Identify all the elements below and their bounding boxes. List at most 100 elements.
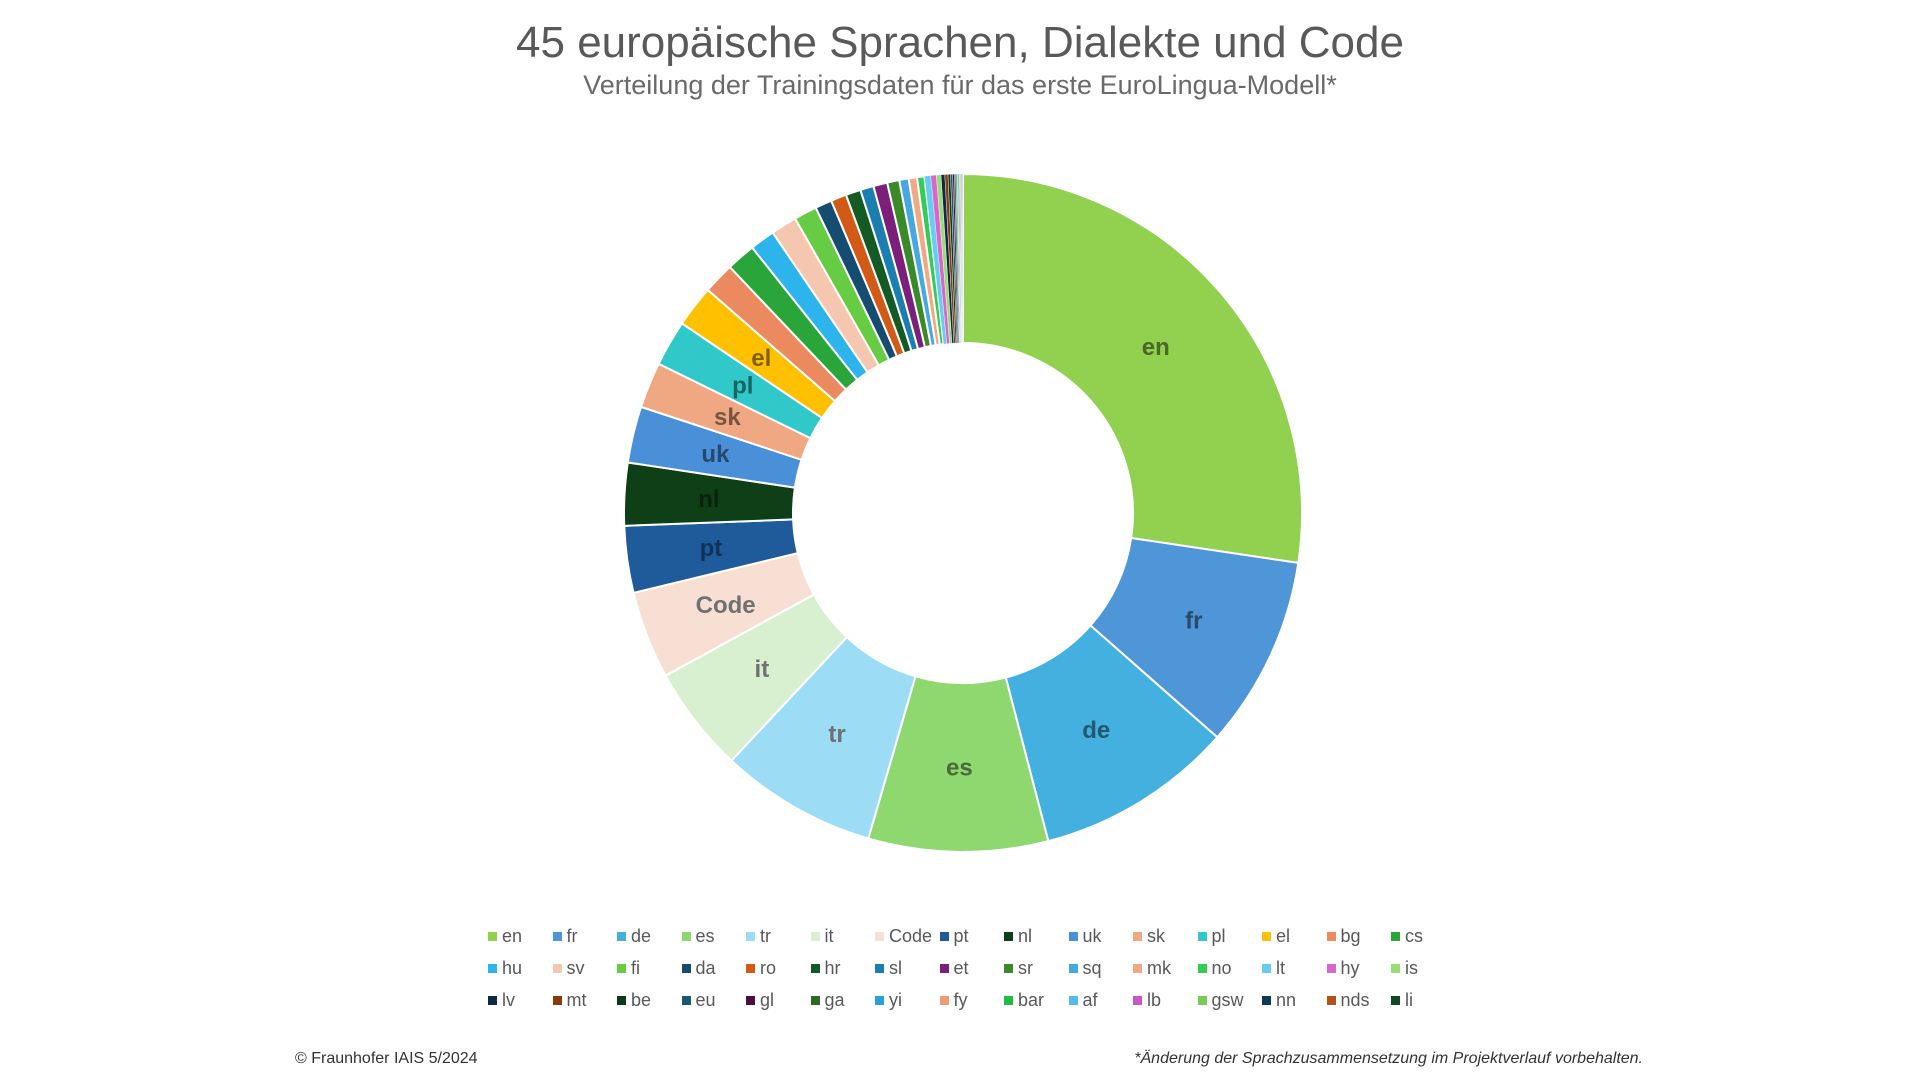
legend-label: hr xyxy=(824,958,841,978)
legend-item-gl: gl xyxy=(746,990,774,1011)
legend-swatch xyxy=(488,996,497,1005)
legend-swatch xyxy=(1068,996,1078,1005)
legend-item-mt: mt xyxy=(552,990,587,1011)
legend-label: es xyxy=(695,926,715,946)
legend-swatch xyxy=(1262,996,1271,1005)
data-label-es: es xyxy=(946,754,973,781)
data-label-sk: sk xyxy=(714,404,741,431)
legend-swatch xyxy=(875,932,884,941)
legend-item-da: da xyxy=(681,958,716,979)
legend-item-yi: yi xyxy=(875,990,902,1011)
legend-swatch xyxy=(810,996,820,1005)
legend-label: nl xyxy=(1018,926,1033,946)
legend-label: de xyxy=(631,926,652,946)
data-label-pl: pl xyxy=(732,373,753,400)
chart-title: 45 europäische Sprachen, Dialekte und Co… xyxy=(516,18,1404,67)
legend-item-cs: cs xyxy=(1391,926,1423,947)
copyright: © Fraunhofer IAIS 5/2024 xyxy=(295,1050,478,1067)
legend-label: li xyxy=(1405,990,1413,1010)
data-label-uk: uk xyxy=(701,441,730,468)
legend-label: mk xyxy=(1147,958,1171,978)
legend-item-af: af xyxy=(1068,990,1098,1011)
legend-label: pl xyxy=(1211,926,1226,946)
legend-label: nn xyxy=(1276,990,1297,1010)
legend-swatch xyxy=(552,996,562,1005)
legend-item-de: de xyxy=(617,926,651,947)
legend-label: bg xyxy=(1340,926,1361,946)
legend-item-nl: nl xyxy=(1004,926,1032,947)
data-label-nl: nl xyxy=(698,486,719,513)
legend-label: lt xyxy=(1276,958,1285,978)
legend-swatch xyxy=(681,996,691,1005)
legend-label: hy xyxy=(1340,958,1360,978)
legend-label: uk xyxy=(1082,926,1102,946)
data-label-pt: pt xyxy=(700,535,723,562)
legend-swatch xyxy=(488,932,497,941)
footnote: *Änderung der Sprachzusammensetzung im P… xyxy=(1134,1050,1643,1067)
legend-label: mt xyxy=(566,990,587,1010)
slice-en xyxy=(962,172,1303,565)
legend-item-tr: tr xyxy=(746,926,771,947)
legend-label: en xyxy=(502,926,523,946)
legend-item-fr: fr xyxy=(552,926,578,947)
legend-label: sk xyxy=(1147,926,1165,946)
legend-item-is: is xyxy=(1391,958,1418,979)
legend-swatch xyxy=(488,964,497,973)
legend-swatch xyxy=(1068,932,1078,941)
legend-swatch xyxy=(1133,996,1142,1005)
legend-swatch xyxy=(810,964,820,973)
legend-item-lb: lb xyxy=(1133,990,1161,1011)
legend-label: it xyxy=(824,926,834,946)
legend-item-sl: sl xyxy=(875,958,902,979)
data-label-el: el xyxy=(751,345,771,372)
legend-swatch xyxy=(1326,964,1336,973)
legend-label: da xyxy=(695,958,716,978)
legend-label: pt xyxy=(953,926,969,946)
legend-item-li: li xyxy=(1391,990,1413,1011)
legend-item-sq: sq xyxy=(1068,958,1102,979)
legend-label: eu xyxy=(695,990,716,1010)
legend-label: lb xyxy=(1147,990,1162,1010)
legend-item-pl: pl xyxy=(1197,926,1226,947)
legend-swatch xyxy=(1391,996,1400,1005)
legend-swatch xyxy=(1133,964,1142,973)
legend-label: sv xyxy=(566,958,585,978)
legend-swatch xyxy=(1391,964,1400,973)
legend-item-fi: fi xyxy=(617,958,640,979)
legend-swatch xyxy=(1197,996,1207,1005)
legend-label: sq xyxy=(1082,958,1102,978)
legend-item-it: it xyxy=(810,926,834,947)
legend-label: nds xyxy=(1340,990,1370,1010)
legend-swatch xyxy=(1133,932,1142,941)
legend-item-hu: hu xyxy=(488,958,522,979)
legend-swatch xyxy=(1004,964,1013,973)
legend-swatch xyxy=(1326,932,1336,941)
legend-swatch xyxy=(1004,996,1013,1005)
legend-swatch xyxy=(875,964,884,973)
data-label-tr: tr xyxy=(828,721,845,748)
legend-swatch xyxy=(617,964,626,973)
legend-item-en: en xyxy=(488,926,522,947)
legend-swatch xyxy=(552,932,562,941)
legend-label: tr xyxy=(760,926,771,946)
chart-subtitle: Verteilung der Trainingsdaten für das er… xyxy=(583,70,1337,100)
legend-label: af xyxy=(1082,990,1098,1010)
legend-swatch xyxy=(939,932,949,941)
legend-item-nds: nds xyxy=(1326,990,1370,1011)
legend-label: fi xyxy=(631,958,640,978)
legend-item-bar: bar xyxy=(1004,990,1044,1011)
legend-item-Code: Code xyxy=(875,926,932,947)
legend-item-uk: uk xyxy=(1068,926,1102,947)
legend-item-sv: sv xyxy=(552,958,585,979)
data-label-it: it xyxy=(755,656,770,683)
legend-item-mk: mk xyxy=(1133,958,1171,979)
legend-item-ga: ga xyxy=(810,990,845,1011)
legend-label: el xyxy=(1276,926,1291,946)
legend-item-no: no xyxy=(1197,958,1232,979)
data-label-de: de xyxy=(1082,717,1110,744)
legend-label: ga xyxy=(824,990,845,1010)
legend-label: yi xyxy=(889,990,902,1010)
legend-item-nn: nn xyxy=(1262,990,1296,1011)
legend-label: hu xyxy=(502,958,523,978)
